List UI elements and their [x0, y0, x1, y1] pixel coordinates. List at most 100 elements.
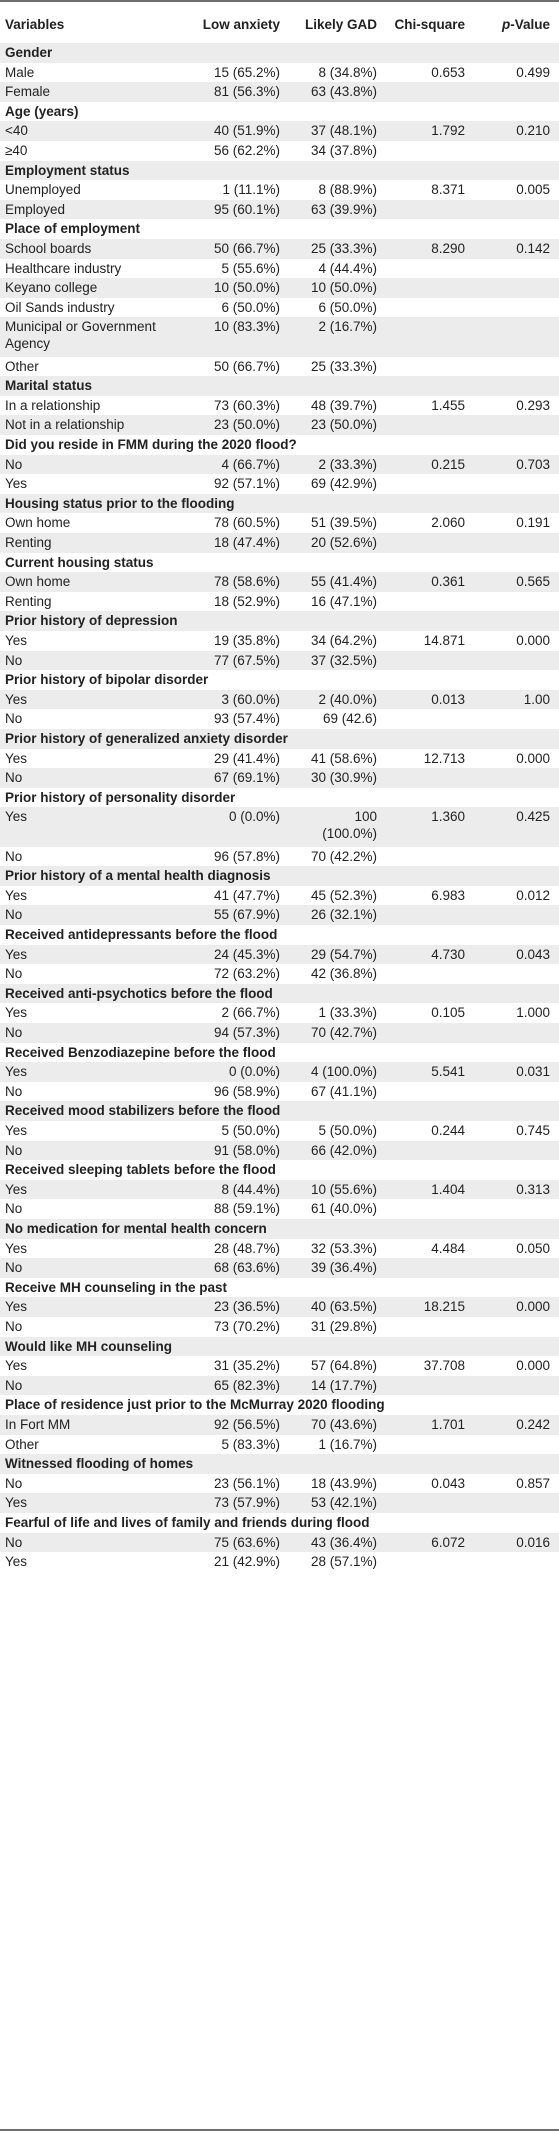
section-title-row: Prior history of depression: [0, 611, 559, 631]
row-label: In a relationship: [5, 397, 101, 413]
likely-gad-value: 2 (16.7%): [318, 319, 377, 335]
low-anxiety-value: 2 (66.7%): [221, 1005, 280, 1021]
chi-square-value: 0.361: [431, 574, 465, 590]
low-anxiety-value: 0 (0.0%): [228, 1064, 280, 1080]
low-anxiety-value: 21 (42.9%): [213, 1554, 280, 1570]
low-anxiety-value: 23 (56.1%): [213, 1475, 280, 1491]
likely-gad-value: 41 (58.6%): [310, 750, 377, 766]
likely-gad-value: 28 (57.1%): [310, 1554, 377, 1570]
chi-square-value: 5.541: [431, 1064, 465, 1080]
likely-gad-value: 25 (33.3%): [310, 358, 377, 374]
table-row: No 73 (70.2%) 31 (29.8%): [0, 1317, 559, 1337]
p-value: 1.00: [523, 691, 550, 707]
section-title-row: Receive MH counseling in the past: [0, 1278, 559, 1298]
likely-gad-value: 1 (33.3%): [318, 1005, 377, 1021]
chi-square-value: 0.013: [431, 691, 465, 707]
low-anxiety-value: 18 (52.9%): [213, 593, 280, 609]
row-label: Healthcare industry: [5, 260, 122, 276]
likely-gad-value: 57 (64.8%): [310, 1358, 377, 1374]
row-label: School boards: [5, 241, 92, 256]
low-anxiety-value: 68 (63.6%): [213, 1260, 280, 1276]
row-label: Renting: [5, 535, 52, 550]
row-label: No: [5, 907, 23, 923]
section-title-row: Received sleeping tablets before the flo…: [0, 1160, 559, 1180]
likely-gad-value: 10 (50.0%): [310, 280, 377, 296]
table-row: No 96 (57.8%) 70 (42.2%): [0, 847, 559, 867]
low-anxiety-value: 1 (11.1%): [222, 182, 280, 198]
low-anxiety-value: 92 (57.1%): [213, 476, 280, 492]
table-row: Oil Sands industry 6 (50.0%) 6 (50.0%): [0, 298, 559, 318]
table-row: No 94 (57.3%) 70 (42.7%): [0, 1023, 559, 1043]
row-label: No: [5, 1083, 23, 1099]
low-anxiety-value: 23 (50.0%): [213, 417, 280, 433]
row-label: Not in a relationship: [5, 417, 125, 433]
chi-square-value: 0.653: [431, 64, 465, 80]
likely-gad-value: 37 (48.1%): [310, 123, 377, 139]
table-row: ≥40 56 (62.2%) 34 (37.8%): [0, 141, 559, 161]
section-title-row: Prior history of generalized anxiety dis…: [0, 729, 559, 749]
table-row: Own home 78 (58.6%) 55 (41.4%) 0.361 0.565: [0, 572, 559, 592]
table-row: Other 50 (66.7%) 25 (33.3%): [0, 357, 559, 377]
low-anxiety-value: 72 (63.2%): [213, 966, 280, 982]
likely-gad-value: 53 (42.1%): [310, 1495, 377, 1511]
section-title: Marital status: [5, 378, 93, 394]
section-title: Place of employment: [5, 221, 141, 237]
row-label: Male: [5, 64, 35, 80]
low-anxiety-value: 29 (41.4%): [213, 750, 280, 766]
row-label: Yes: [5, 1181, 28, 1197]
row-label: Female: [5, 84, 51, 100]
likely-gad-value: 5 (50.0%): [318, 1123, 377, 1138]
section-title-row: Would like MH counseling: [0, 1336, 559, 1357]
low-anxiety-value: 78 (60.5%): [213, 515, 280, 531]
table-row: No 23 (56.1%) 18 (43.9%) 0.043 0.857: [0, 1474, 559, 1494]
p-value: 0.043: [516, 946, 550, 962]
section-title-row: Age (years): [0, 102, 559, 122]
table-row: Yes 73 (57.9%) 53 (42.1%): [0, 1493, 559, 1513]
row-label: ≥40: [5, 143, 28, 158]
low-anxiety-value: 5 (83.3%): [221, 1436, 280, 1452]
low-anxiety-value: 28 (48.7%): [213, 1240, 280, 1256]
section-title: Housing status prior to the flooding: [5, 495, 235, 511]
row-label: In Fort MM: [5, 1417, 71, 1432]
table-row: No 68 (63.6%) 39 (36.4%): [0, 1258, 559, 1278]
chi-square-value: 8.290: [431, 241, 465, 256]
likely-gad-value: 1 (16.7%): [318, 1436, 377, 1452]
low-anxiety-value: 96 (58.9%): [213, 1083, 280, 1099]
row-label: Yes: [5, 1005, 28, 1021]
chi-square-value: 1.792: [431, 123, 465, 139]
section-title: Age (years): [5, 103, 79, 119]
section-title-row: Place of employment: [0, 219, 559, 239]
low-anxiety-value: 92 (56.5%): [213, 1417, 280, 1432]
p-value: 1.000: [516, 1005, 550, 1021]
row-label: Yes: [5, 750, 28, 766]
row-label: Yes: [5, 476, 28, 492]
section-title: Receive MH counseling in the past: [5, 1279, 228, 1295]
table-row: No 4 (66.7%) 2 (33.3%) 0.215 0.703: [0, 454, 559, 475]
section-title: Employment status: [5, 162, 130, 178]
section-title-row: Gender: [0, 43, 559, 63]
p-value: 0.313: [516, 1181, 550, 1197]
table-row: Renting 18 (47.4%) 20 (52.6%): [0, 533, 559, 553]
section-title-row: Place of residence just prior to the McM…: [0, 1395, 559, 1415]
chi-square-value: 1.701: [431, 1417, 465, 1432]
row-label: No: [5, 848, 23, 864]
low-anxiety-value: 67 (69.1%): [213, 770, 280, 786]
table-row: No 91 (58.0%) 66 (42.0%): [0, 1140, 559, 1161]
likely-gad-value: 70 (42.7%): [310, 1025, 377, 1040]
low-anxiety-value: 23 (36.5%): [213, 1299, 280, 1315]
likely-gad-value: 10 (55.6%): [310, 1181, 377, 1197]
section-title-row: Received Benzodiazepine before the flood: [0, 1043, 559, 1063]
table-row: No 96 (58.9%) 67 (41.1%): [0, 1082, 559, 1102]
section-title: Received anti-psychotics before the floo…: [5, 985, 273, 1001]
row-label: Yes: [5, 691, 28, 707]
row-label: Other: [5, 358, 39, 374]
row-label: No: [5, 1142, 23, 1158]
table-row: No 67 (69.1%) 30 (30.9%): [0, 768, 559, 788]
likely-gad-value: 6 (50.0%): [318, 299, 377, 315]
table-row: Yes 41 (47.7%) 45 (52.3%) 6.983 0.012: [0, 886, 559, 906]
chi-square-value: 14.871: [423, 633, 465, 648]
low-anxiety-value: 65 (82.3%): [213, 1377, 280, 1393]
section-title: Did you reside in FMM during the 2020 fl…: [5, 437, 297, 452]
header-chi-square: Chi-square: [394, 17, 465, 32]
chi-square-value: 4.730: [431, 946, 465, 962]
